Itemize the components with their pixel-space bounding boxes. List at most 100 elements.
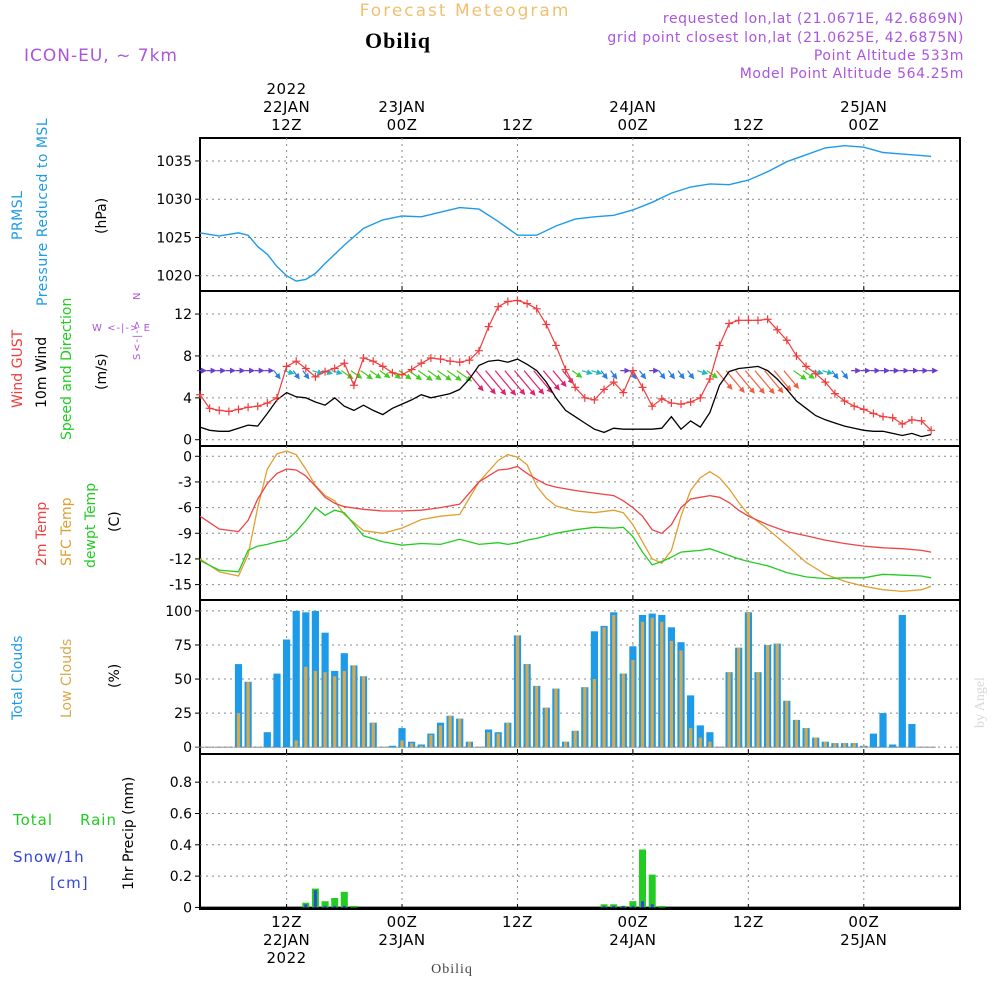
cloud-total-bar (869, 733, 877, 748)
compass-row: W <-|-> E (92, 323, 151, 334)
cloud-low-bar (496, 733, 500, 748)
cloud-low-bar (660, 621, 664, 748)
temperature-frame (199, 445, 961, 601)
cloud-low-bar (631, 660, 635, 748)
cloud-low-bar (679, 650, 683, 748)
cloud-low-bar (727, 672, 731, 748)
cloud-low-bar (775, 643, 779, 748)
top-time-label: 2022 (266, 80, 306, 98)
wind-direction-arrow (273, 370, 281, 380)
cloud-low-bar (756, 672, 760, 748)
wind-gust-marker (407, 365, 416, 374)
cloud-total-bar (879, 713, 887, 748)
pressure-ytick-label: 1025 (156, 230, 192, 246)
header-model: ICON-EU, ~ 7km (24, 46, 178, 66)
wind-gust-marker (244, 403, 253, 412)
precip-snow-bar (650, 904, 654, 908)
cloud-low-bar (766, 645, 770, 748)
pressure-ytick-label: 1030 (156, 192, 192, 208)
temp-label-2m: 2m Temp (34, 502, 50, 566)
cloud-low-bar (487, 732, 491, 748)
cloud-total-bar (263, 732, 271, 748)
wind-direction-arrow (735, 370, 755, 394)
precip-snow-bar (304, 904, 308, 908)
wind-direction-arrow (744, 370, 765, 394)
precip-rain-bar (639, 849, 646, 908)
temperature-ytick-label: -9 (178, 526, 192, 542)
precip-snow-bar (641, 901, 644, 908)
wind-gust-marker (657, 394, 666, 403)
precip-snow-bar (612, 905, 616, 908)
wind-gust-marker (888, 413, 897, 422)
wind-direction-arrow (725, 370, 745, 393)
wind-gust-marker (811, 369, 820, 378)
cloud-low-bar (621, 673, 625, 748)
wind-gust-marker (802, 362, 811, 371)
cloud-low-bar (564, 741, 568, 748)
wind-direction-arrow (667, 370, 676, 380)
wind-labels: Wind GUST 10m Wind Speed and Direction (… (10, 293, 151, 440)
wind-gust-marker (523, 299, 532, 308)
wind-direction-arrow (802, 370, 815, 379)
clouds-ytick-label: 0 (183, 740, 192, 756)
bottom-time-label: 23JAN (378, 931, 425, 949)
wind-direction-arrow (312, 369, 324, 376)
cloud-low-bar (467, 741, 471, 748)
precip-rain-bar (331, 898, 339, 908)
wind-direction-arrow (812, 369, 824, 376)
wind-direction-arrow (465, 370, 484, 392)
wind-direction-arrow (475, 370, 496, 395)
cloud-low-bar (342, 670, 346, 748)
bottom-time-label: 12Z (733, 913, 764, 931)
header-point-altitude: Point Altitude 533m (814, 48, 964, 64)
panels: 1020 1025 1030 1035 0 4 8 12 0 -3 -6 -9 -12 -15 0 25 50 7… (156, 137, 961, 916)
precip-rain-bar (350, 905, 358, 908)
cloud-total-bar (283, 639, 291, 748)
top-time-label: 12Z (733, 116, 764, 134)
cloud-low-bar (862, 745, 866, 748)
header-location: Obiliq (365, 28, 431, 53)
cloud-low-bar (458, 718, 462, 748)
cloud-low-bar (669, 640, 673, 748)
wind-gust-marker (282, 362, 291, 371)
wind-gust-marker (927, 426, 936, 435)
cloud-low-bar (583, 687, 587, 748)
wind-direction-arrow (822, 369, 834, 376)
wind-gust-marker (215, 406, 224, 415)
wind-direction-arrow (581, 369, 593, 376)
precip-snow-bar (333, 905, 337, 908)
wind-gust-marker (205, 404, 214, 413)
wind-direction-arrow (379, 370, 391, 379)
cloud-low-bar (698, 737, 702, 748)
wind-gust-marker (609, 378, 618, 387)
cloud-low-bar (525, 664, 529, 748)
cloud-low-bar (843, 743, 847, 748)
cloud-low-bar (602, 627, 606, 748)
cloud-low-bar (294, 740, 298, 748)
cloud-low-bar (419, 745, 423, 748)
wind-gust-marker (830, 389, 839, 398)
cloud-low-bar (852, 743, 856, 748)
temperature-ytick-label: -15 (169, 578, 192, 594)
precip-ytick-label: 0.2 (170, 869, 192, 885)
pressure-series-line (199, 144, 932, 282)
wind-gust-marker (879, 412, 888, 421)
wind-gust-marker (725, 319, 734, 328)
wind-direction-arrow (417, 370, 433, 381)
temp-label-unit: (C) (107, 511, 123, 532)
wind-direction-arrow (571, 370, 583, 378)
wind-gust-marker (600, 385, 609, 394)
bottom-time-label: 22JAN (263, 931, 310, 949)
wind-gust-marker (321, 367, 330, 376)
cloud-low-bar (438, 725, 443, 748)
pressure-label-unit: (hPa) (94, 198, 110, 234)
wind-gust-marker (773, 325, 782, 334)
wind-gust-marker (667, 399, 676, 408)
cloud-total-bar (273, 673, 281, 748)
compass-south: S (132, 354, 143, 360)
wind-gust-marker (253, 402, 262, 411)
cloud-low-bar (304, 666, 308, 748)
precip-labels: Total Rain Snow/1h [cm] 1hr Precip (mm) (12, 777, 137, 892)
